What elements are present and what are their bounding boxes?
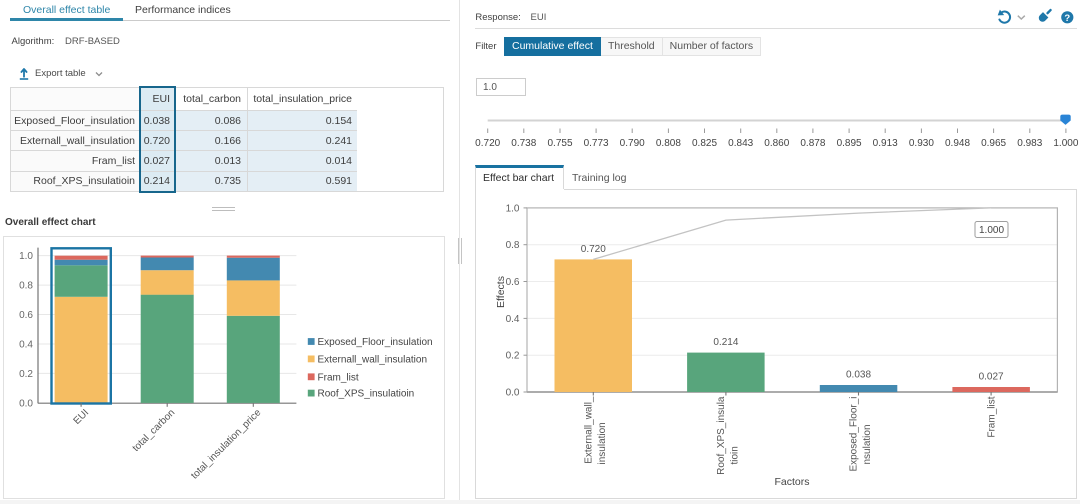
svg-text:0.4: 0.4 xyxy=(506,314,520,325)
svg-text:tioin: tioin xyxy=(729,446,740,464)
svg-text:0.948: 0.948 xyxy=(945,138,970,149)
svg-text:0.2: 0.2 xyxy=(506,351,520,362)
svg-text:0.6: 0.6 xyxy=(506,277,520,288)
svg-text:Factors: Factors xyxy=(774,476,809,488)
svg-text:0.878: 0.878 xyxy=(800,138,825,149)
svg-text:0.720: 0.720 xyxy=(581,244,606,255)
svg-text:0.214: 0.214 xyxy=(713,337,738,348)
svg-text:Effects: Effects xyxy=(495,276,507,308)
svg-text:nsulation: nsulation xyxy=(862,424,873,464)
svg-text:Exposed_Floor_i: Exposed_Floor_i xyxy=(849,397,860,472)
svg-text:?: ? xyxy=(1064,13,1070,24)
svg-text:0.755: 0.755 xyxy=(547,138,572,149)
svg-text:Fram_list: Fram_list xyxy=(987,396,998,437)
svg-text:Externall_wall_: Externall_wall_ xyxy=(583,396,594,464)
svg-text:1.000: 1.000 xyxy=(1053,138,1078,149)
svg-text:0.738: 0.738 xyxy=(511,138,536,149)
svg-text:Exposed_Floor_insulation: Exposed_Floor_insulation xyxy=(318,337,433,348)
svg-text:0.913: 0.913 xyxy=(873,138,898,149)
svg-text:0.4: 0.4 xyxy=(19,339,33,350)
svg-text:Roof_XPS_insulatioin: Roof_XPS_insulatioin xyxy=(318,389,415,400)
svg-text:Fram_list: Fram_list xyxy=(318,372,359,383)
svg-text:Roof_XPS_insula: Roof_XPS_insula xyxy=(716,396,727,475)
svg-text:0.965: 0.965 xyxy=(981,138,1006,149)
svg-text:1.0: 1.0 xyxy=(19,251,33,262)
svg-text:0.2: 0.2 xyxy=(19,369,33,380)
svg-text:Externall_wall_insulation: Externall_wall_insulation xyxy=(318,354,428,365)
svg-text:1.0: 1.0 xyxy=(506,203,520,214)
svg-text:0.038: 0.038 xyxy=(846,370,871,381)
svg-text:0.6: 0.6 xyxy=(19,310,33,321)
svg-text:0.8: 0.8 xyxy=(19,281,33,292)
svg-text:total_carbon: total_carbon xyxy=(131,407,178,454)
svg-text:0.843: 0.843 xyxy=(728,138,753,149)
svg-text:1.000: 1.000 xyxy=(979,225,1004,236)
svg-text:0.860: 0.860 xyxy=(764,138,789,149)
svg-text:EUI: EUI xyxy=(72,407,92,427)
svg-text:0.0: 0.0 xyxy=(19,398,33,409)
svg-text:0.773: 0.773 xyxy=(584,138,609,149)
svg-text:insulation: insulation xyxy=(597,422,608,464)
svg-text:0.930: 0.930 xyxy=(909,138,934,149)
svg-text:0.027: 0.027 xyxy=(979,372,1004,383)
svg-text:0.0: 0.0 xyxy=(506,388,520,399)
svg-text:0.983: 0.983 xyxy=(1017,138,1042,149)
svg-text:0.720: 0.720 xyxy=(475,138,500,149)
svg-text:0.8: 0.8 xyxy=(506,240,520,251)
svg-text:0.790: 0.790 xyxy=(620,138,645,149)
svg-text:0.895: 0.895 xyxy=(837,138,862,149)
svg-text:total_insulation_price: total_insulation_price xyxy=(189,407,264,482)
svg-text:0.808: 0.808 xyxy=(656,138,681,149)
svg-text:0.825: 0.825 xyxy=(692,138,717,149)
